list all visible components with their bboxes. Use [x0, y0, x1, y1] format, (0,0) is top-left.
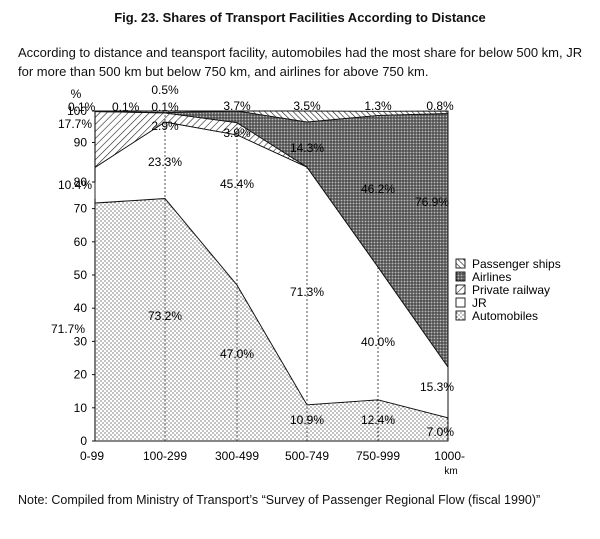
x-tick-label-100-299: 100-299 — [143, 449, 187, 463]
legend-label-jr: JR — [472, 296, 487, 310]
guide-layer — [164, 112, 379, 441]
data-label-layer: 71.7% 73.2% 47.0% 10.9% 12.4% 7.0% 10.4% 23.3% 4… — [51, 83, 454, 439]
legend-label-private-railway: Private railway — [472, 283, 550, 297]
data-label-passenger-ships-100-299: 0.5% — [151, 83, 179, 97]
y-tick-label-80: 80 — [74, 175, 88, 189]
y-tick-label-0: 0 — [80, 434, 87, 448]
legend-label-passenger-ships: Passenger ships — [472, 257, 561, 271]
data-label-jr-1000-: 15.3% — [420, 380, 454, 394]
legend-swatch-airlines — [455, 271, 466, 282]
data-label-jr-100-299: 23.3% — [148, 155, 182, 169]
data-label-passenger-ships-500-749: 3.5% — [293, 99, 321, 113]
data-label-passenger-ships-0-99: 0.1% — [68, 100, 96, 114]
data-label-jr-0-99: 10.4% — [58, 178, 92, 192]
y-tick-label-90: 90 — [74, 136, 88, 150]
x-axis-unit: km — [444, 466, 457, 477]
source-note: Note: Compiled from Ministry of Transpor… — [18, 493, 541, 507]
data-label-private-railway-100-299: 2.9% — [151, 119, 179, 133]
x-tick-label-0-99: 0-99 — [80, 449, 104, 463]
data-label-passenger-ships-750-999: 1.3% — [364, 99, 392, 113]
y-tick-label-20: 20 — [74, 368, 88, 382]
data-label-automobiles-1000-: 7.0% — [427, 425, 455, 439]
y-axis-unit: % — [71, 87, 82, 101]
data-label-automobiles-100-299: 73.2% — [148, 309, 182, 323]
chart-title: Fig. 23. Shares of Transport Facilities … — [114, 10, 486, 25]
data-label-airlines-100-299: 0.1% — [151, 100, 179, 114]
data-label-jr-750-999: 40.0% — [361, 335, 395, 349]
x-tick-label-750-999: 750-999 — [356, 449, 400, 463]
legend-swatch-automobiles — [455, 310, 466, 321]
y-tick-label-60: 60 — [74, 235, 88, 249]
data-label-jr-300-499: 45.4% — [220, 177, 254, 191]
legend-swatch-private-railway — [455, 284, 466, 295]
y-tick-label-30: 30 — [74, 334, 88, 348]
data-label-airlines-1000-: 76.9% — [415, 195, 449, 209]
legend-swatch-jr — [455, 297, 466, 308]
data-label-passenger-ships-1000-: 0.8% — [426, 99, 454, 113]
data-label-automobiles-500-749: 10.9% — [290, 413, 324, 427]
data-label-automobiles-0-99: 71.7% — [51, 322, 85, 336]
legend-label-automobiles: Automobiles — [472, 309, 538, 323]
chart-subtitle: According to distance and teansport faci… — [18, 45, 583, 79]
y-tick-label-50: 50 — [74, 268, 88, 282]
data-label-passenger-ships-300-499: 3.7% — [223, 99, 251, 113]
data-label-automobiles-300-499: 47.0% — [220, 347, 254, 361]
data-label-automobiles-750-999: 12.4% — [361, 413, 395, 427]
data-label-private-railway-0-99: 17.7% — [58, 117, 92, 131]
legend-label-airlines: Airlines — [472, 270, 511, 284]
x-tick-label-500-749: 500-749 — [285, 449, 329, 463]
data-label-airlines-500-749: 14.3% — [290, 141, 324, 155]
data-label-jr-500-749: 71.3% — [290, 285, 324, 299]
data-label-airlines-750-999: 46.2% — [361, 182, 395, 196]
y-tick-label-70: 70 — [74, 202, 88, 216]
x-tick-label-300-499: 300-499 — [215, 449, 259, 463]
data-label-airlines-0-99: 0.1% — [112, 100, 140, 114]
axis-layer: 0 10 20 30 40 50 60 70 80 90 100% 0-99 100-299 300-49… — [67, 87, 465, 477]
y-tick-label-100: 100 — [67, 104, 87, 118]
x-tick-label-1000-: 1000- — [434, 449, 465, 463]
y-tick-label-40: 40 — [74, 301, 88, 315]
legend-swatch-passenger-ships — [455, 258, 466, 269]
data-label-private-railway-300-499: 3.9% — [223, 126, 251, 140]
y-tick-label-10: 10 — [74, 401, 88, 415]
